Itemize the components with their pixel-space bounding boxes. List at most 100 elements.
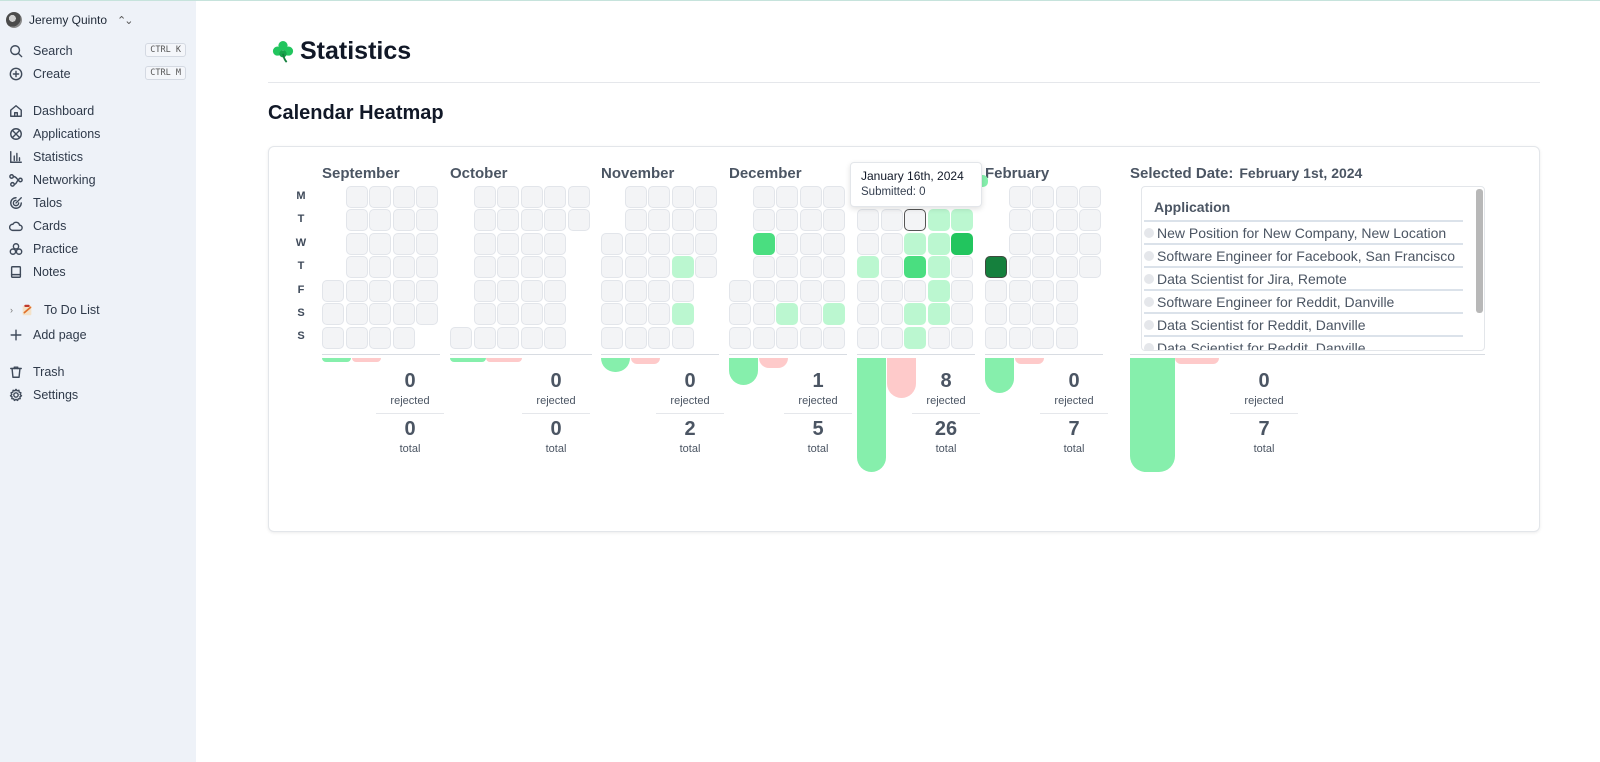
heatmap-day-cell[interactable] <box>544 209 566 231</box>
table-row[interactable]: Software Engineer for Facebook, San Fran… <box>1144 245 1463 268</box>
heatmap-day-cell[interactable] <box>880 209 903 231</box>
workspace-switcher[interactable]: Jeremy Quinto ⌃⌄ <box>6 12 134 28</box>
heatmap-day-cell[interactable] <box>1055 186 1078 208</box>
heatmap-day-cell[interactable] <box>985 280 1007 302</box>
table-row[interactable]: Data Scientist for Reddit, Danville <box>1144 337 1463 350</box>
heatmap-day-cell[interactable] <box>776 186 798 208</box>
heatmap-day-cell[interactable] <box>416 256 438 278</box>
heatmap-day-cell[interactable] <box>752 209 775 231</box>
heatmap-day-cell[interactable] <box>799 233 822 255</box>
heatmap-day-cell[interactable] <box>624 256 647 278</box>
sidebar-search[interactable]: Search CTRL K <box>8 40 188 62</box>
heatmap-day-cell[interactable] <box>752 303 775 325</box>
heatmap-day-cell[interactable] <box>695 209 717 231</box>
heatmap-day-cell[interactable] <box>752 256 775 278</box>
heatmap-day-cell[interactable] <box>1055 327 1078 349</box>
heatmap-day-cell[interactable] <box>416 303 438 325</box>
heatmap-day-cell[interactable] <box>497 233 519 255</box>
sidebar-item-todo[interactable]: › To Do List <box>8 299 188 321</box>
heatmap-day-cell[interactable] <box>1032 186 1054 208</box>
heatmap-day-cell[interactable] <box>776 209 798 231</box>
heatmap-day-cell[interactable] <box>857 303 879 325</box>
heatmap-day-cell[interactable] <box>951 327 973 349</box>
heatmap-day-cell[interactable] <box>823 280 845 302</box>
heatmap-day-cell[interactable] <box>416 209 438 231</box>
heatmap-day-cell[interactable] <box>601 303 623 325</box>
heatmap-day-cell[interactable] <box>322 327 344 349</box>
heatmap-day-cell[interactable] <box>671 327 694 349</box>
chevron-right-icon[interactable]: › <box>10 305 13 315</box>
sidebar-add-page[interactable]: Add page <box>8 324 188 346</box>
heatmap-day-cell[interactable] <box>544 186 566 208</box>
heatmap-day-cell[interactable] <box>951 233 973 255</box>
heatmap-day-cell[interactable] <box>473 256 496 278</box>
heatmap-day-cell[interactable] <box>369 280 391 302</box>
heatmap-day-cell[interactable] <box>880 233 903 255</box>
heatmap-day-cell[interactable] <box>823 186 845 208</box>
heatmap-day-cell[interactable] <box>799 186 822 208</box>
heatmap-day-cell[interactable] <box>823 303 845 325</box>
heatmap-day-cell[interactable] <box>473 186 496 208</box>
heatmap-day-cell[interactable] <box>624 303 647 325</box>
heatmap-day-cell[interactable] <box>799 327 822 349</box>
heatmap-day-cell[interactable] <box>1032 209 1054 231</box>
heatmap-day-cell[interactable] <box>904 280 926 302</box>
sidebar-item-talos[interactable]: Talos <box>8 192 188 214</box>
heatmap-day-cell[interactable] <box>369 327 391 349</box>
heatmap-day-cell[interactable] <box>648 186 670 208</box>
table-row[interactable]: New Position for New Company, New Locati… <box>1144 222 1463 245</box>
heatmap-day-cell[interactable] <box>624 280 647 302</box>
heatmap-day-cell[interactable] <box>1079 233 1101 255</box>
heatmap-day-cell[interactable] <box>776 280 798 302</box>
heatmap-day-cell[interactable] <box>392 256 415 278</box>
sidebar-create[interactable]: Create CTRL M <box>8 63 188 85</box>
heatmap-day-cell[interactable] <box>648 233 670 255</box>
heatmap-day-cell[interactable] <box>392 327 415 349</box>
heatmap-day-cell[interactable] <box>857 233 879 255</box>
heatmap-day-cell[interactable] <box>880 327 903 349</box>
heatmap-day-cell[interactable] <box>1008 186 1031 208</box>
sidebar-item-networking[interactable]: Networking <box>8 169 188 191</box>
heatmap-day-cell[interactable] <box>1079 256 1101 278</box>
heatmap-day-cell[interactable] <box>927 233 950 255</box>
heatmap-day-cell[interactable] <box>951 256 973 278</box>
heatmap-day-cell[interactable] <box>624 327 647 349</box>
heatmap-day-cell[interactable] <box>473 280 496 302</box>
heatmap-day-cell[interactable] <box>985 327 1007 349</box>
heatmap-day-cell[interactable] <box>1008 303 1031 325</box>
heatmap-day-cell[interactable] <box>857 209 879 231</box>
heatmap-day-cell[interactable] <box>450 327 472 349</box>
heatmap-day-cell[interactable] <box>473 327 496 349</box>
heatmap-day-cell[interactable] <box>857 280 879 302</box>
heatmap-day-cell[interactable] <box>544 280 566 302</box>
heatmap-day-cell[interactable] <box>497 303 519 325</box>
heatmap-day-cell[interactable] <box>776 327 798 349</box>
heatmap-day-cell[interactable] <box>752 327 775 349</box>
heatmap-day-cell[interactable] <box>345 327 368 349</box>
heatmap-day-cell[interactable] <box>369 256 391 278</box>
heatmap-day-cell[interactable] <box>369 303 391 325</box>
heatmap-day-cell[interactable] <box>799 209 822 231</box>
heatmap-day-cell[interactable] <box>473 303 496 325</box>
heatmap-day-cell[interactable] <box>520 327 543 349</box>
heatmap-day-cell[interactable] <box>624 209 647 231</box>
sidebar-item-applications[interactable]: Applications <box>8 123 188 145</box>
heatmap-day-cell[interactable] <box>648 280 670 302</box>
heatmap-day-cell[interactable] <box>497 256 519 278</box>
heatmap-day-cell[interactable] <box>880 256 903 278</box>
heatmap-day-cell[interactable] <box>544 233 566 255</box>
heatmap-day-cell[interactable] <box>648 303 670 325</box>
heatmap-day-cell[interactable] <box>671 209 694 231</box>
heatmap-day-cell[interactable] <box>927 256 950 278</box>
heatmap-day-cell[interactable] <box>799 280 822 302</box>
heatmap-day-cell[interactable] <box>345 256 368 278</box>
heatmap-day-cell[interactable] <box>520 303 543 325</box>
heatmap-day-cell[interactable] <box>520 186 543 208</box>
heatmap-day-cell[interactable] <box>624 186 647 208</box>
table-row[interactable]: Data Scientist for Jira, Remote <box>1144 268 1463 291</box>
heatmap-day-cell[interactable] <box>951 280 973 302</box>
heatmap-day-cell[interactable] <box>544 256 566 278</box>
heatmap-day-cell[interactable] <box>927 303 950 325</box>
heatmap-day-cell[interactable] <box>1079 209 1101 231</box>
heatmap-day-cell[interactable] <box>904 209 926 231</box>
